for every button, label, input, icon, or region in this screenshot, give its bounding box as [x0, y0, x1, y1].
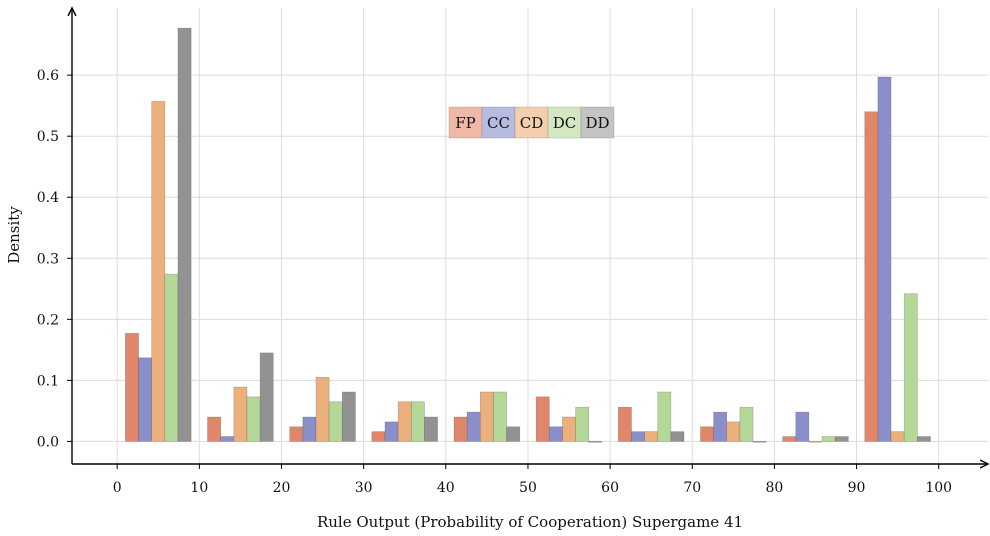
legend-label-dc: DC [553, 114, 577, 132]
bar-cd-bin-90 [890, 431, 905, 442]
bar-cc-bin-80 [795, 411, 810, 442]
bar-cd-bin-80 [808, 441, 823, 443]
x-tick-label: 70 [683, 480, 701, 496]
bar-fp-bin-60 [618, 406, 632, 442]
legend-swatch-dc [547, 106, 582, 139]
x-tick-label: 40 [437, 480, 455, 496]
legend-label-cd: CD [520, 114, 544, 132]
grid-lines [72, 8, 988, 464]
bar-cd-bin-40 [479, 391, 494, 442]
bar-dc-bin-70 [739, 406, 754, 442]
legend-label-dd: DD [585, 114, 609, 132]
bar-cd-bin-10 [233, 386, 248, 442]
x-tick-label: 100 [925, 480, 952, 496]
axes [72, 8, 988, 464]
x-tick-label: 20 [273, 480, 291, 496]
bar-fp-bin-90 [864, 111, 879, 442]
bar-fp-bin-20 [289, 426, 304, 442]
legend-label-fp: FP [455, 114, 476, 132]
legend: FP CC CD DC DD [448, 106, 615, 139]
bar-fp-bin-40 [453, 416, 468, 442]
bar-dd-bin-10 [259, 352, 274, 442]
bar-cc-bin-40 [466, 411, 481, 442]
legend-swatch-dd [580, 106, 615, 139]
bar-dc-bin-60 [657, 391, 672, 442]
bar-cd-bin-30 [397, 401, 412, 442]
bar-fp-bin-70 [700, 426, 714, 442]
bar-fp-bin-0 [125, 333, 139, 442]
bars [125, 27, 931, 443]
bar-fp-bin-10 [207, 416, 221, 442]
y-axis-label: Density [5, 206, 23, 264]
y-tick-label: 0.3 [37, 251, 59, 267]
x-axis-label: Rule Output (Probability of Cooperation)… [317, 513, 743, 531]
y-tick-label: 0.6 [37, 68, 59, 84]
x-tick-label: 50 [519, 480, 537, 496]
bar-dc-bin-30 [410, 401, 425, 442]
x-tick-label: 30 [355, 480, 373, 496]
bar-cd-bin-50 [562, 416, 576, 442]
x-tick-label: 80 [765, 480, 783, 496]
bar-dd-bin-0 [177, 27, 192, 442]
bar-dd-bin-40 [506, 426, 521, 442]
legend-swatch-cd [514, 106, 549, 139]
bar-cd-bin-60 [644, 431, 659, 442]
bar-dc-bin-10 [246, 396, 261, 442]
x-tick-label: 90 [848, 480, 866, 496]
bar-dd-bin-70 [752, 441, 767, 443]
y-tick-label: 0.4 [37, 190, 59, 206]
x-tick-label: 60 [601, 480, 619, 496]
bar-cd-bin-70 [726, 421, 741, 442]
bar-dd-bin-90 [917, 436, 931, 442]
bar-cc-bin-20 [302, 416, 317, 442]
bar-dd-bin-60 [670, 431, 685, 442]
x-tick-label: 10 [190, 480, 208, 496]
bar-dd-bin-50 [588, 441, 603, 443]
bar-cd-bin-0 [151, 101, 166, 442]
legend-swatch-fp [448, 106, 483, 139]
bar-cc-bin-60 [631, 431, 645, 442]
bar-cc-bin-0 [138, 357, 152, 442]
bar-dc-bin-80 [821, 436, 836, 442]
bar-cc-bin-90 [877, 76, 892, 442]
bar-fp-bin-80 [782, 436, 797, 442]
bar-dd-bin-80 [834, 436, 849, 442]
bar-dc-bin-90 [903, 293, 918, 442]
bar-dc-bin-40 [493, 391, 507, 442]
legend-swatch-cc [481, 106, 516, 139]
bar-fp-bin-30 [371, 431, 386, 442]
bar-cc-bin-10 [220, 436, 235, 442]
y-tick-label: 0.5 [37, 129, 59, 145]
tick-labels: 0 10 20 30 40 50 60 70 80 90 100 0.0 0.1 0.2 0.3 0.4 0.5… [37, 68, 952, 496]
bar-cd-bin-20 [315, 377, 330, 442]
bar-fp-bin-50 [535, 396, 550, 442]
bar-cc-bin-70 [713, 411, 728, 442]
bar-dd-bin-30 [424, 416, 438, 442]
y-tick-label: 0.0 [37, 434, 59, 450]
bar-dc-bin-50 [575, 406, 590, 442]
bar-cc-bin-30 [384, 421, 399, 442]
bar-dc-bin-0 [164, 273, 179, 442]
x-tick-label: 0 [113, 480, 122, 496]
bar-cc-bin-50 [549, 426, 563, 442]
bar-dc-bin-20 [328, 401, 343, 442]
bar-dd-bin-20 [341, 391, 356, 442]
legend-label-cc: CC [487, 114, 510, 132]
y-tick-label: 0.2 [37, 312, 59, 328]
y-tick-label: 0.1 [37, 373, 59, 389]
